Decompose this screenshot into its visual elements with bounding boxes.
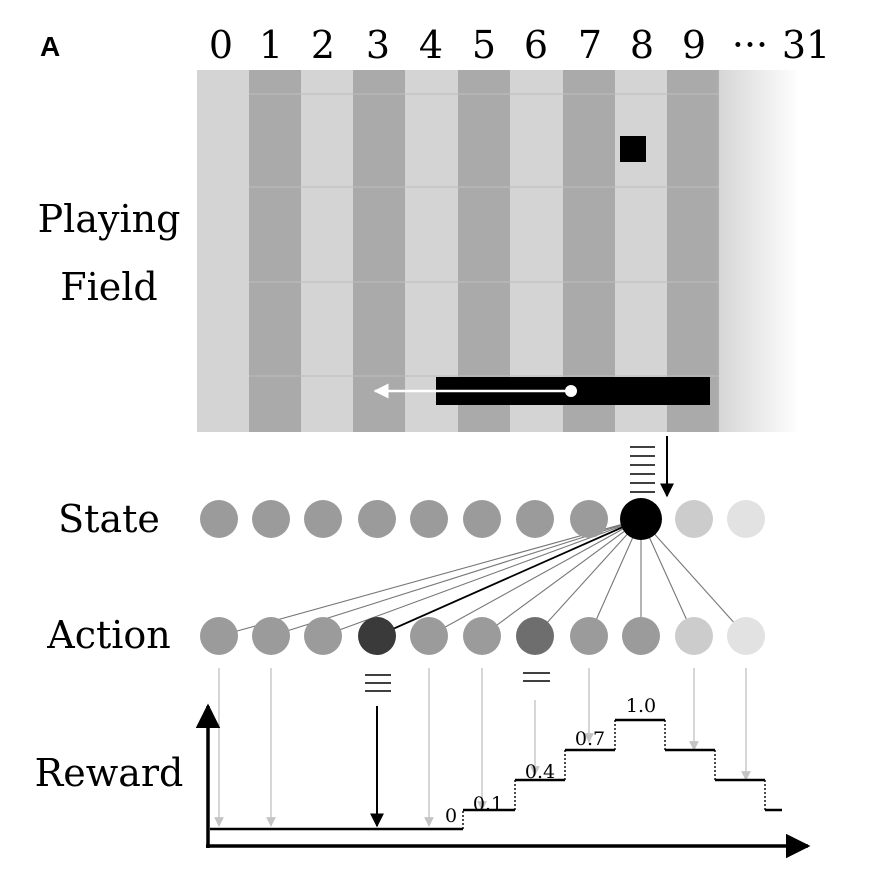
connection-line-5 (481, 518, 642, 637)
reward-staircase (210, 718, 782, 831)
field-column-7 (563, 70, 615, 432)
state-action-connections (218, 518, 747, 637)
column-label-7: 7 (578, 23, 602, 67)
field-row-lines (249, 93, 719, 377)
column-label-0: 0 (209, 23, 233, 67)
action-node-1 (252, 617, 290, 655)
action-node-6 (516, 617, 554, 655)
action-nodes (200, 617, 765, 655)
connection-line-3 (376, 518, 642, 637)
reward-axes (195, 703, 811, 859)
connection-line-1 (270, 518, 642, 637)
state-node-0 (200, 500, 238, 538)
column-label-2: 2 (311, 23, 335, 67)
column-label-4: 4 (419, 23, 443, 67)
reward-label-0.7: 0.7 (575, 728, 605, 750)
field-column-9 (667, 70, 719, 432)
column-label-5: 5 (472, 23, 496, 67)
connection-line-6 (534, 518, 642, 637)
reward-label-0.4: 0.4 (525, 761, 555, 783)
state-node-4 (410, 500, 448, 538)
state-node-5 (463, 500, 501, 538)
action-node-4 (410, 617, 448, 655)
action-node-5 (463, 617, 501, 655)
action-6-selection-marker (523, 672, 550, 682)
field-column-3 (353, 70, 405, 432)
connection-line-7 (588, 518, 642, 637)
action-node-10 (727, 617, 765, 655)
column-label-8: 8 (630, 23, 654, 67)
panel-label: A (40, 31, 60, 62)
label-reward: Reward (35, 751, 184, 795)
action-node-8 (622, 617, 660, 655)
reward-level-labels: 0 0.1 0.4 0.7 1.0 (445, 695, 656, 827)
connection-line-10 (640, 518, 747, 637)
state-node-8 (620, 498, 662, 540)
action-node-7 (570, 617, 608, 655)
state-node-7 (570, 500, 608, 538)
column-label-1: 1 (259, 23, 283, 67)
column-label-9: 9 (682, 23, 706, 67)
column-label-ellipsis: ··· (732, 23, 768, 67)
label-playing: Playing (38, 197, 181, 241)
falling-block (620, 136, 646, 162)
action-node-9 (675, 617, 713, 655)
reward-label-0: 0 (445, 805, 457, 827)
state-node-9 (675, 500, 713, 538)
action-node-2 (304, 617, 342, 655)
state-node-2 (304, 500, 342, 538)
connection-line-2 (322, 518, 642, 637)
column-label-6: 6 (524, 23, 548, 67)
state-input-marker (630, 446, 655, 493)
field-column-5 (458, 70, 510, 432)
paddle-position-dot (565, 385, 577, 397)
column-label-31: 31 (782, 23, 830, 67)
state-node-3 (358, 500, 396, 538)
state-node-6 (516, 500, 554, 538)
playing-field (197, 70, 800, 432)
state-node-10 (727, 500, 765, 538)
action-reward-arrows (214, 668, 751, 828)
connection-line-4 (428, 518, 642, 637)
state-nodes (200, 498, 765, 540)
reward-label-0.1: 0.1 (473, 793, 503, 815)
connection-line-9 (640, 518, 695, 637)
label-action: Action (46, 613, 171, 657)
label-field: Field (60, 265, 158, 309)
action-node-0 (200, 617, 238, 655)
label-state: State (58, 497, 160, 541)
action-node-3 (358, 617, 396, 655)
column-labels: 0 1 2 3 4 5 6 7 8 9 ··· 31 (209, 23, 830, 67)
field-column-1 (249, 70, 301, 432)
field-fade-overlay (715, 70, 800, 432)
state-node-1 (252, 500, 290, 538)
action-3-selection-marker (365, 674, 391, 692)
connection-line-0 (218, 518, 642, 637)
reward-label-1.0: 1.0 (626, 695, 656, 717)
column-label-3: 3 (366, 23, 390, 67)
row-labels: Playing Field State Action Reward (35, 197, 184, 795)
